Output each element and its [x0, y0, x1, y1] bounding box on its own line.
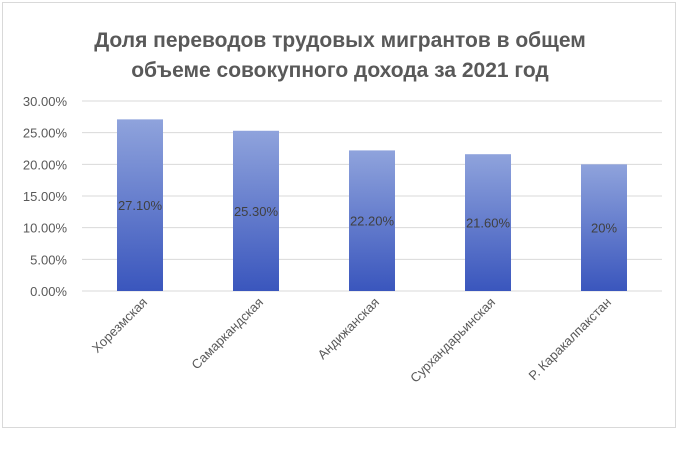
data-labels: 27.10% 25.30% 22.20% 21.60% 20% — [118, 198, 617, 235]
data-label: 21.60% — [466, 216, 511, 231]
x-axis-categories: Хорезмская Самаркандская Андижанская Сурхан… — [89, 295, 614, 386]
chart-title-line-1: Доля переводов трудовых мигрантов в обще… — [94, 29, 586, 52]
y-tick-label: 20.00% — [23, 157, 68, 172]
bars — [117, 119, 627, 291]
bar — [233, 130, 279, 291]
category-label: Сурхандарьинская — [407, 295, 498, 386]
y-tick-label: 30.00% — [23, 94, 68, 109]
chart-title-line-2: объеме совокупного дохода за 2021 год — [131, 59, 549, 82]
category-label: Хорезмская — [89, 295, 150, 356]
bar — [465, 154, 511, 291]
data-label: 22.20% — [350, 214, 395, 229]
category-label: Самаркандская — [188, 295, 266, 373]
data-label: 27.10% — [118, 198, 163, 213]
y-axis-ticks: 0.00% 5.00% 10.00% 15.00% 20.00% 25.00% 30.00% — [23, 94, 68, 299]
y-tick-label: 15.00% — [23, 189, 68, 204]
y-tick-label: 25.00% — [23, 126, 68, 141]
category-label: Андижанская — [315, 295, 383, 363]
data-label: 25.30% — [234, 204, 279, 219]
bar — [349, 150, 395, 291]
category-label: Р. Каракалпакстан — [526, 295, 615, 384]
chart-frame — [2, 2, 676, 428]
bar — [581, 164, 627, 291]
y-tick-label: 5.00% — [30, 252, 67, 267]
y-tick-label: 0.00% — [30, 284, 67, 299]
data-label: 20% — [591, 221, 617, 236]
y-tick-label: 10.00% — [23, 221, 68, 236]
bar — [117, 119, 163, 291]
